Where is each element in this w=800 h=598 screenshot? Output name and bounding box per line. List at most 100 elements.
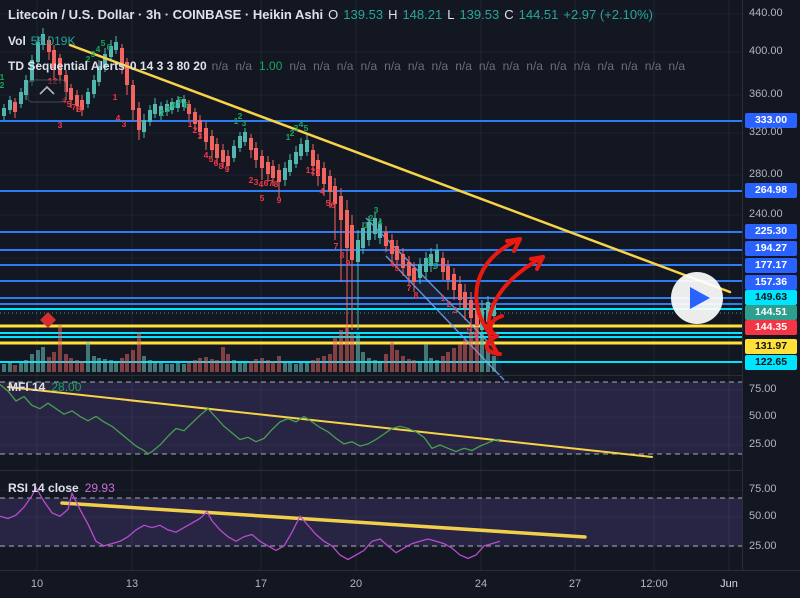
svg-text:3: 3 — [91, 49, 96, 59]
svg-text:2: 2 — [433, 261, 438, 271]
svg-text:3: 3 — [254, 177, 259, 187]
svg-text:7: 7 — [334, 241, 339, 251]
price-level-lines[interactable] — [0, 120, 742, 363]
price-axis[interactable]: 440.00 400.00 360.00 333.00 320.00 280.00 264.… — [742, 0, 800, 570]
svg-text:9: 9 — [346, 258, 351, 268]
price-badge: 144.35 — [745, 320, 797, 335]
svg-text:4: 4 — [204, 150, 209, 160]
td-alert-value: n/a — [431, 59, 449, 73]
rsi-line — [0, 486, 501, 561]
time-axis-label: 13 — [125, 578, 139, 590]
svg-text:1: 1 — [113, 92, 118, 102]
svg-text:3: 3 — [198, 131, 203, 141]
svg-text:5: 5 — [67, 99, 72, 109]
price-badge: 225.30 — [745, 224, 797, 239]
svg-text:7: 7 — [269, 178, 274, 188]
td-alert-value: n/a — [526, 59, 543, 73]
td-alert-value: n/a — [211, 59, 229, 73]
svg-text:2: 2 — [86, 54, 91, 64]
symbol-title: Litecoin / U.S. Dollar · 3h · COINBASE ·… — [8, 7, 324, 22]
replay-play-button[interactable] — [671, 272, 723, 324]
svg-text:2: 2 — [311, 166, 316, 176]
grid-lines — [0, 0, 742, 570]
svg-text:1: 1 — [188, 119, 193, 129]
svg-text:4: 4 — [378, 217, 383, 227]
td-alert-value: n/a — [502, 59, 520, 73]
svg-text:2: 2 — [193, 125, 198, 135]
ohlc-open-label: O — [328, 7, 339, 22]
time-axis[interactable]: 10 13 17 20 24 27 12:00 Jun — [0, 570, 800, 598]
svg-text:1: 1 — [234, 116, 239, 126]
mfi-label: MFI 14 — [8, 380, 46, 394]
td-sequential-legend-row[interactable]: TD Sequential Alerts 0 14 3 3 80 20 n/a n… — [8, 59, 685, 73]
red-arrow-annotations[interactable] — [474, 237, 545, 356]
price-axis-label: 400.00 — [749, 45, 783, 57]
svg-text:8: 8 — [340, 250, 345, 260]
price-axis-label: 75.00 — [749, 383, 777, 395]
td-alerts-values: n/a n/a 1.00 n/a n/a n/a n/a n/a n/a n/a n/a n/a n/a… — [212, 59, 685, 73]
td-alert-value: n/a — [597, 59, 615, 73]
svg-text:2: 2 — [238, 111, 243, 121]
td-sequential-marks: 1223456234561231234512341212345781431234… — [0, 38, 479, 340]
collapse-pane-button[interactable] — [27, 79, 67, 103]
svg-text:3: 3 — [316, 167, 321, 177]
td-alert-value: n/a — [668, 59, 686, 73]
svg-text:8: 8 — [414, 290, 419, 300]
volume-legend-row[interactable]: Vol 56.019K — [8, 34, 76, 48]
svg-text:5: 5 — [395, 263, 400, 273]
svg-text:1: 1 — [286, 132, 291, 142]
svg-text:3: 3 — [242, 118, 247, 128]
price-badge: 194.27 — [745, 241, 797, 256]
ohlc-low-value: 139.53 — [459, 7, 500, 22]
td-alert-value: n/a — [455, 59, 472, 73]
svg-text:2: 2 — [160, 108, 165, 118]
pane-separator-price-mfi[interactable] — [0, 375, 742, 376]
ohlc-close-label: C — [504, 7, 514, 22]
svg-text:3: 3 — [294, 123, 299, 133]
td-alert-value: n/a — [336, 59, 354, 73]
svg-text:6: 6 — [107, 42, 112, 52]
chart-canvas[interactable]: 1223456234561231234512341212345781431234… — [0, 0, 742, 570]
svg-text:2: 2 — [447, 299, 452, 309]
td-alert-value: n/a — [384, 59, 401, 73]
symbol-legend-row[interactable]: Litecoin / U.S. Dollar · 3h · COINBASE ·… — [8, 7, 653, 22]
svg-text:3: 3 — [122, 119, 127, 129]
svg-text:2: 2 — [249, 175, 254, 185]
svg-text:9: 9 — [474, 330, 479, 340]
svg-text:3: 3 — [374, 205, 379, 215]
svg-text:5: 5 — [101, 38, 106, 48]
svg-text:6: 6 — [331, 200, 336, 210]
td-alerts-label: TD Sequential Alerts — [8, 59, 125, 73]
svg-text:1: 1 — [0, 72, 5, 82]
td-alert-value: n/a — [360, 59, 378, 73]
price-badge: 157.36 — [745, 275, 797, 290]
ohlc-close-value: 144.51 — [518, 7, 559, 22]
svg-text:6: 6 — [184, 100, 189, 110]
rsi-label: RSI 14 close — [8, 481, 79, 495]
rsi-value: 29.93 — [84, 481, 115, 495]
price-badge: 122.65 — [745, 355, 797, 370]
svg-text:4: 4 — [320, 186, 325, 196]
td-alerts-params: 0 14 3 3 80 20 — [129, 59, 207, 73]
svg-text:4: 4 — [116, 113, 121, 123]
svg-text:5: 5 — [326, 198, 331, 208]
rsi-legend-row[interactable]: RSI 14 close 29.93 — [8, 481, 115, 495]
volume-label: Vol — [8, 34, 26, 48]
pane-separator-mfi-rsi[interactable] — [0, 470, 742, 471]
ohlc-low-label: L — [447, 7, 455, 22]
price-axis-label: 360.00 — [749, 88, 783, 100]
time-axis-label: 20 — [349, 578, 363, 590]
svg-text:5: 5 — [260, 193, 265, 203]
svg-text:4: 4 — [299, 119, 304, 129]
price-axis-label: 440.00 — [749, 7, 783, 19]
diamond-marker[interactable] — [40, 312, 56, 328]
svg-text:3: 3 — [58, 120, 63, 130]
main-chart-area[interactable]: 1223456234561231234512341212345781431234… — [0, 0, 742, 570]
play-icon — [690, 287, 710, 309]
trendlines[interactable] — [7, 43, 732, 539]
mfi-value: 28.00 — [51, 380, 82, 394]
price-axis-label: 75.00 — [749, 483, 777, 495]
time-axis-label: 17 — [254, 578, 268, 590]
mfi-legend-row[interactable]: MFI 14 28.00 — [8, 380, 81, 394]
